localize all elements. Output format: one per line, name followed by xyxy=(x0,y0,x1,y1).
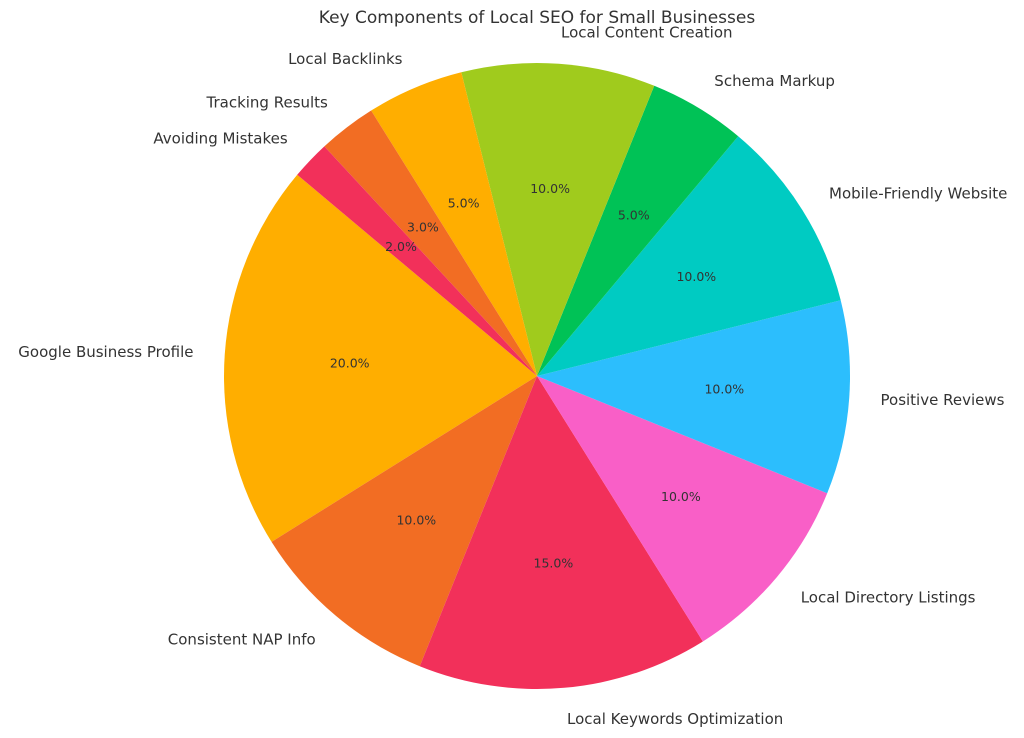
percent-label-local-keywords-optimization: 15.0% xyxy=(534,556,574,571)
category-label-local-keywords-optimization: Local Keywords Optimization xyxy=(567,710,783,728)
category-label-local-directory-listings: Local Directory Listings xyxy=(801,588,976,606)
pie-slice-local-keywords-optimization xyxy=(419,376,703,689)
pie-slice-consistent-nap-info xyxy=(271,376,537,667)
percent-label-schema-markup: 5.0% xyxy=(618,208,650,223)
pie-slice-positive-reviews xyxy=(537,300,850,494)
pie-slice-local-directory-listings xyxy=(537,376,828,642)
pie-slice-mobile-friendly-website xyxy=(537,136,841,376)
percent-label-mobile-friendly-website: 10.0% xyxy=(676,269,716,284)
pie-slice-local-content-creation xyxy=(461,63,655,377)
pie-slice-tracking-results xyxy=(324,110,537,376)
percent-label-positive-reviews: 10.0% xyxy=(704,382,744,397)
category-label-local-content-creation: Local Content Creation xyxy=(561,24,733,42)
category-label-consistent-nap-info: Consistent NAP Info xyxy=(168,631,316,649)
percent-label-local-content-creation: 10.0% xyxy=(530,181,570,196)
pie-slice-local-backlinks xyxy=(371,72,537,377)
category-label-positive-reviews: Positive Reviews xyxy=(881,391,1005,409)
percent-label-consistent-nap-info: 10.0% xyxy=(396,512,436,527)
percent-label-local-backlinks: 5.0% xyxy=(448,196,480,211)
pie-slice-google-business-profile xyxy=(224,174,537,542)
percent-label-local-directory-listings: 10.0% xyxy=(661,489,701,504)
category-label-avoiding-mistakes: Avoiding Mistakes xyxy=(153,130,287,148)
pie-slice-avoiding-mistakes xyxy=(297,146,537,376)
percent-labels: 20.0% 10.0% 15.0% 10.0% 10.0% 10.0% 5.0% 10.0% 5… xyxy=(330,181,744,570)
category-label-tracking-results: Tracking Results xyxy=(206,94,329,112)
percent-label-avoiding-mistakes: 2.0% xyxy=(385,239,417,254)
category-label-local-backlinks: Local Backlinks xyxy=(288,50,403,68)
pie-slice-schema-markup xyxy=(537,85,739,376)
category-label-schema-markup: Schema Markup xyxy=(714,72,835,90)
percent-label-google-business-profile: 20.0% xyxy=(330,355,370,370)
category-labels: Google Business Profile Consistent NAP In… xyxy=(18,24,1007,729)
chart-title: Key Components of Local SEO for Small Bu… xyxy=(319,8,756,28)
percent-label-tracking-results: 3.0% xyxy=(407,219,439,234)
pie-slices xyxy=(224,63,850,689)
category-label-mobile-friendly-website: Mobile-Friendly Website xyxy=(829,185,1007,203)
category-label-google-business-profile: Google Business Profile xyxy=(18,343,193,361)
